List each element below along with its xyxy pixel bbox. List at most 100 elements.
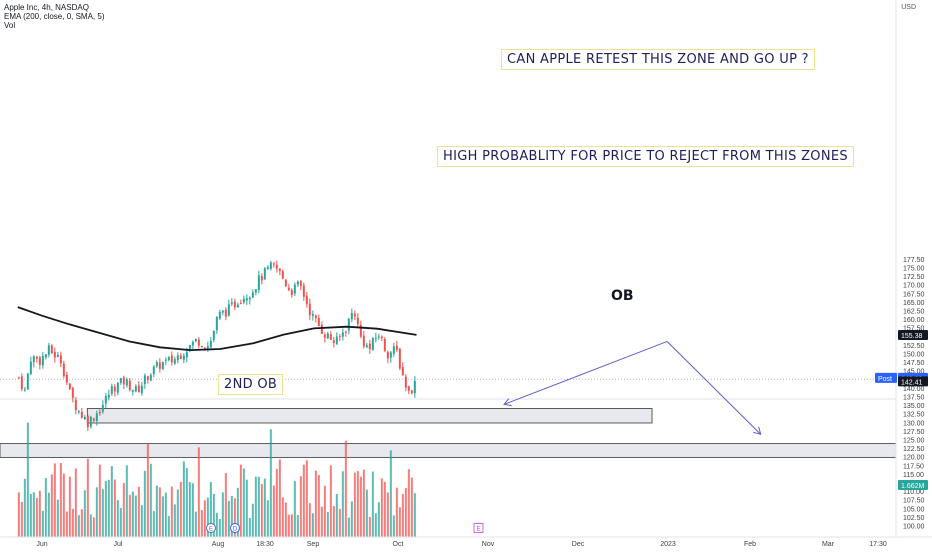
arrow-down-projection — [666, 341, 761, 434]
candle-body — [86, 416, 89, 428]
volume-bar — [128, 494, 131, 537]
candle-body — [398, 348, 401, 369]
candle-body — [23, 389, 26, 391]
candle-body — [107, 394, 110, 398]
volume-bar — [386, 492, 389, 537]
candle-body — [341, 332, 344, 337]
candle-body — [347, 318, 350, 331]
candle-body — [38, 357, 41, 365]
volume-bar — [194, 511, 197, 537]
candle-body — [113, 386, 116, 392]
candle-body — [191, 341, 194, 346]
volume-bar — [254, 476, 257, 537]
candle-body — [71, 387, 74, 399]
volume-bar — [95, 487, 98, 537]
candle-body — [269, 262, 272, 269]
candle-body — [95, 413, 98, 422]
candle-body — [287, 287, 290, 291]
volume-indicator-legend[interactable]: Vol — [4, 21, 16, 30]
price-tick-label: 110.00 — [903, 489, 924, 496]
volume-bar — [347, 517, 350, 537]
volume-bar — [227, 500, 230, 537]
time-axis: Jun Jul Aug 18:30 Sep Oct Nov Dec 2023 Feb Mar 17:3… — [0, 536, 932, 548]
arrow-to-ob — [504, 340, 668, 404]
volume-bar — [71, 508, 74, 537]
ob-zone-label[interactable]: OB — [611, 288, 634, 304]
volume-bar — [320, 506, 323, 537]
volume-bar — [275, 468, 278, 537]
retest-question-annotation[interactable]: CAN APPLE RETEST THIS ZONE AND GO UP ? — [501, 49, 815, 70]
candle-body — [257, 275, 260, 290]
volume-bar — [263, 478, 266, 537]
candle-body — [305, 295, 308, 305]
volume-bar — [122, 483, 125, 537]
volume-bar — [377, 502, 380, 537]
ema-indicator-legend[interactable]: EMA (200, close, 0, SMA, 5) — [4, 12, 105, 21]
candle-body — [374, 337, 377, 339]
volume-bar — [395, 487, 398, 537]
candle-body — [263, 268, 266, 280]
candle-body — [122, 377, 125, 385]
volume-bar — [248, 518, 251, 537]
second-ob-zone — [0, 443, 897, 458]
volume-bar — [200, 510, 203, 537]
candle-body — [83, 416, 86, 420]
candle-body — [155, 362, 158, 367]
price-tick-label: 107.50 — [903, 498, 925, 505]
volume-bar — [383, 481, 386, 537]
candle-body — [149, 374, 152, 381]
volume-bar — [80, 509, 83, 537]
candle-body — [203, 347, 206, 349]
volume-bar — [65, 511, 68, 537]
candle-body — [44, 354, 47, 358]
volume-bar — [182, 461, 185, 537]
volume-bar — [362, 469, 365, 537]
volume-bar — [269, 429, 272, 537]
price-axis: 100.00102.50105.00107.50110.00112.50115.… — [895, 0, 925, 537]
candle-body — [26, 373, 29, 390]
second-ob-annotation[interactable]: 2ND OB — [218, 374, 284, 395]
price-tick-label: 127.50 — [903, 429, 925, 436]
volume-bar — [35, 497, 38, 537]
price-tick-label: 165.00 — [903, 300, 925, 307]
volume-bar — [170, 486, 173, 537]
volume-bar — [293, 481, 296, 537]
volume-bar — [149, 463, 152, 537]
candle-body — [350, 312, 353, 320]
candle-body — [188, 345, 191, 351]
volume-bar — [221, 492, 224, 537]
candle-body — [248, 297, 251, 300]
future-earnings-marker-label: E — [476, 527, 480, 533]
volume-bar — [281, 497, 284, 537]
volume-bar — [44, 478, 47, 537]
candle-body — [20, 376, 23, 390]
volume-bar — [305, 460, 308, 537]
candle-body — [356, 317, 359, 324]
candle-body — [200, 346, 203, 348]
volume-bar — [146, 443, 149, 537]
volume-bar — [152, 511, 155, 537]
symbol-title: Apple Inc, 4h, NASDAQ — [4, 3, 89, 12]
price-tick-label: 145.00 — [903, 369, 925, 376]
rejection-note-annotation[interactable]: HIGH PROBABLITY FOR PRICE TO REJECT FROM… — [437, 146, 854, 167]
candle-body — [254, 289, 257, 293]
time-tick-label: Aug — [212, 541, 225, 548]
candle-body — [209, 341, 212, 348]
volume-bar — [86, 458, 89, 537]
volume-bar — [77, 515, 80, 537]
volume-bar — [257, 476, 260, 537]
candle-body — [281, 271, 284, 279]
volume-bar — [20, 501, 23, 537]
time-tick-label: Jun — [36, 541, 47, 548]
volume-bar — [356, 471, 359, 537]
price-tick-label: 120.00 — [903, 455, 925, 462]
volume-bar — [203, 500, 206, 537]
candle-body — [290, 289, 293, 296]
volume-bar — [413, 493, 416, 537]
candle-body — [137, 385, 140, 393]
candle-body — [194, 338, 197, 342]
candle-body — [314, 315, 317, 319]
volume-bar — [392, 515, 395, 537]
